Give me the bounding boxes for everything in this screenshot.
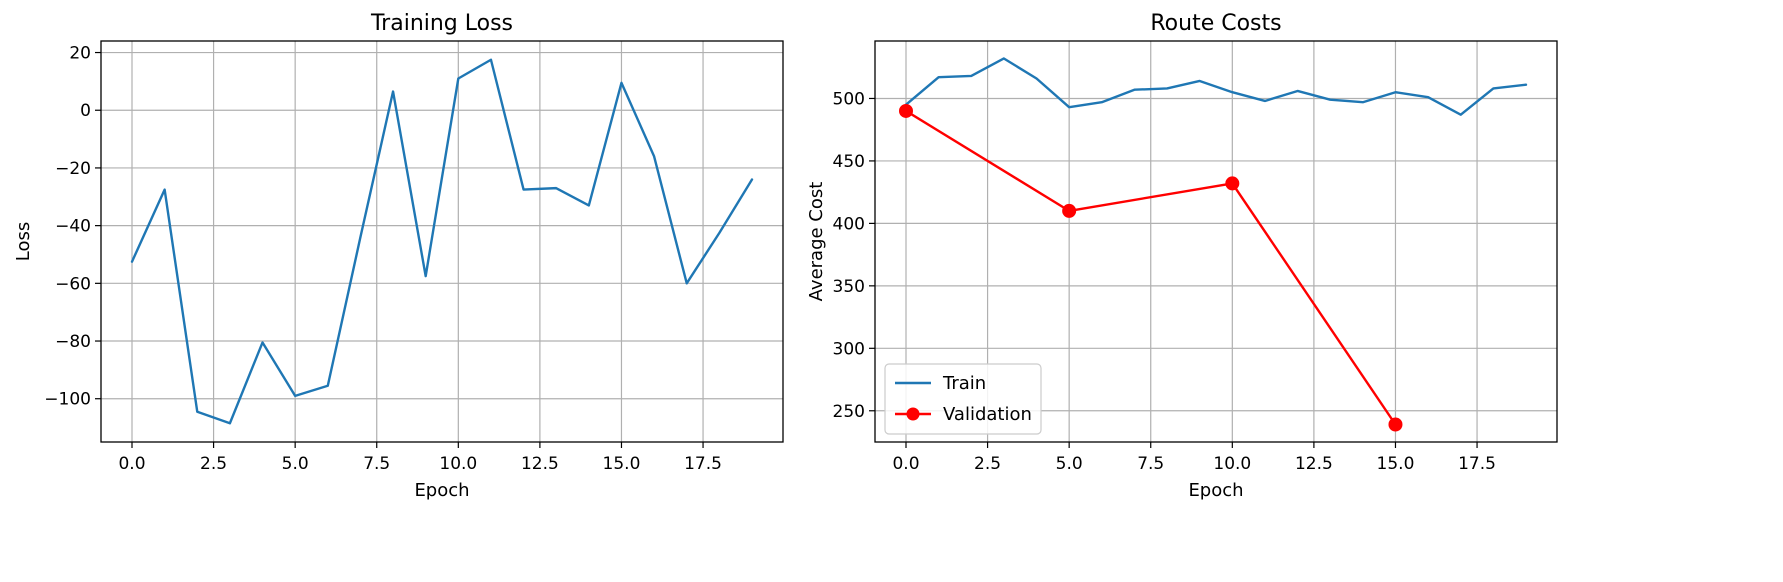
route-costs-series-train xyxy=(904,57,1528,116)
training-loss-y-tick-label: −40 xyxy=(55,217,91,237)
route-costs-series-train-line xyxy=(904,57,1528,116)
route-costs-y-tick-label: 300 xyxy=(833,339,865,359)
route-costs-y-tick-label: 250 xyxy=(833,402,865,422)
training-loss-y-tick-label: −60 xyxy=(55,274,91,294)
training-loss-chart: 0.0 2.5 5.0 7.5 10.0 12.5 15.0 17.5 −100 −80 −60 −4… xyxy=(13,11,784,501)
route-costs-x-tick-label: 10.0 xyxy=(1213,454,1251,474)
training-loss-x-tick-label: 7.5 xyxy=(363,454,390,474)
route-costs-legend-label: Validation xyxy=(943,404,1032,425)
route-costs-series-validation xyxy=(899,103,1403,432)
route-costs-x-tick-label: 2.5 xyxy=(974,454,1001,474)
training-loss-y-tick-label: 0 xyxy=(80,101,91,121)
training-loss-x-tick-label: 12.5 xyxy=(521,454,559,474)
route-costs-y-axis-label: Average Cost xyxy=(806,182,827,302)
training-loss-x-tick-label: 15.0 xyxy=(603,454,641,474)
route-costs-y-tick-label: 400 xyxy=(833,214,865,234)
route-costs-legend-label: Train xyxy=(942,373,986,394)
training-loss-title: Training Loss xyxy=(370,11,513,36)
training-loss-x-tick-label: 17.5 xyxy=(684,454,722,474)
training-loss-y-tick-label: −20 xyxy=(55,159,91,179)
route-costs-legend: Train Validation xyxy=(884,363,1042,435)
route-costs-legend-box xyxy=(884,363,1042,435)
route-costs-x-tick-label: 15.0 xyxy=(1377,454,1415,474)
training-loss-y-tick-label: 20 xyxy=(69,44,91,64)
route-costs-x-tick-label: 5.0 xyxy=(1056,454,1083,474)
training-loss-y-tick-label: −80 xyxy=(55,332,91,352)
training-loss-y-axis-label: Loss xyxy=(13,222,34,261)
training-loss-plot-frame xyxy=(100,40,784,443)
training-loss-x-tick-label: 10.0 xyxy=(439,454,477,474)
route-costs-chart: 0.0 2.5 5.0 7.5 10.0 12.5 15.0 17.5 250 300 350 400… xyxy=(806,11,1558,501)
route-costs-y-tick-label: 350 xyxy=(833,277,865,297)
route-costs-series-validation-point xyxy=(899,103,913,118)
route-costs-title: Route Costs xyxy=(1150,11,1281,36)
route-costs-x-tick-label: 12.5 xyxy=(1295,454,1333,474)
route-costs-y-tick-label: 450 xyxy=(833,152,865,172)
training-loss-x-tick-label: 5.0 xyxy=(282,454,309,474)
training-loss-x-axis-label: Epoch xyxy=(414,480,469,501)
route-costs-x-tick-label: 7.5 xyxy=(1137,454,1164,474)
route-costs-x-tick-label: 0.0 xyxy=(892,454,919,474)
route-costs-x-axis-label: Epoch xyxy=(1188,480,1243,501)
route-costs-x-tick-label: 17.5 xyxy=(1458,454,1496,474)
route-costs-series-validation-point xyxy=(1225,176,1240,191)
route-costs-y-tick-label: 500 xyxy=(833,89,865,109)
route-costs-series-validation-line xyxy=(904,109,1397,426)
route-costs-series-validation-point xyxy=(1388,417,1403,432)
route-costs-legend-key-train: Train xyxy=(895,373,986,394)
route-costs-series-validation-point xyxy=(1062,203,1077,218)
training-loss-y-tick-label: −100 xyxy=(44,390,91,410)
route-costs-legend-key-validation: Validation xyxy=(895,404,1032,425)
training-loss-series-0 xyxy=(130,58,754,425)
training-loss-x-tick-label: 0.0 xyxy=(118,454,145,474)
training-loss-x-tick-label: 2.5 xyxy=(200,454,227,474)
route-costs-plot-frame xyxy=(874,40,1558,443)
training-loss-series-0-line xyxy=(130,58,754,425)
route-costs-legend-marker xyxy=(906,407,920,421)
